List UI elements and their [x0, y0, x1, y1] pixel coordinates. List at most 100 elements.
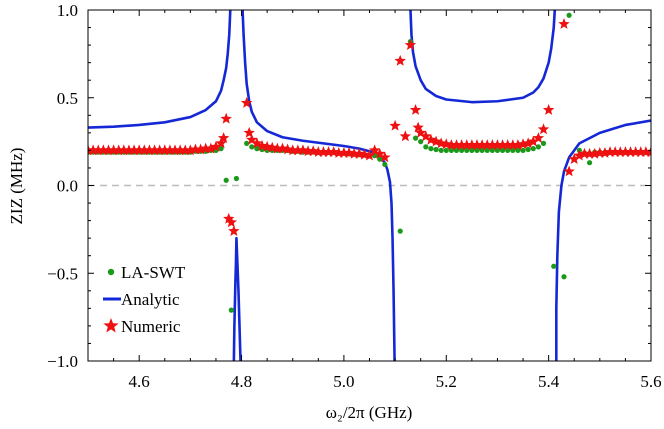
numeric-point [164, 144, 176, 156]
x-tick-label: 5.0 [333, 372, 354, 391]
y-tick-label: 1.0 [57, 1, 78, 20]
numeric-point [537, 123, 550, 135]
numeric-point [107, 144, 120, 156]
analytic-series [88, 10, 651, 361]
numeric-point [243, 126, 255, 138]
numeric-point [333, 147, 345, 158]
numeric-point [225, 216, 238, 228]
legend-numeric-label: Numeric [121, 317, 181, 336]
numeric-point [507, 139, 519, 150]
la-swt-point [494, 147, 501, 153]
y-tick-label: −1.0 [47, 352, 78, 371]
numeric-point [409, 104, 422, 115]
numeric-point [532, 132, 545, 143]
numeric-point [599, 147, 611, 158]
numeric-point [412, 121, 424, 133]
numeric-point [517, 138, 529, 150]
la-swt-point [551, 263, 557, 269]
la-swt-point [228, 307, 234, 313]
la-swt-point [525, 146, 531, 153]
numeric-point [194, 143, 207, 155]
numeric-point [425, 133, 437, 145]
la-swt-point [520, 147, 526, 153]
analytic-branch [409, 10, 557, 104]
numeric-point [159, 144, 171, 156]
la-swt-point [566, 12, 572, 18]
la-swt-point [428, 146, 434, 152]
numeric-point [179, 144, 191, 156]
numeric-point [466, 139, 478, 150]
numeric-point [184, 144, 197, 156]
numeric-point [588, 147, 601, 159]
numeric-point [217, 132, 230, 143]
numeric-point [169, 144, 181, 156]
numeric-point [486, 139, 499, 150]
numeric-point [604, 146, 616, 158]
numeric-point [542, 104, 555, 115]
la-swt-point [453, 147, 460, 153]
numeric-point [133, 144, 145, 156]
numeric-point [210, 140, 222, 152]
numeric-point [609, 146, 621, 158]
la-swt-point [515, 147, 521, 153]
numeric-point [394, 54, 406, 66]
numeric-point [148, 144, 161, 156]
la-swt-point [377, 156, 383, 162]
la-swt-point [412, 135, 419, 141]
numeric-point [200, 142, 212, 154]
numeric-point [583, 147, 596, 159]
legend-numeric-marker [103, 318, 119, 333]
legend-la-swt-marker [107, 268, 115, 276]
la-swt-point [479, 147, 485, 153]
y-tick-label: 0.5 [57, 89, 78, 108]
numeric-point [246, 133, 258, 145]
numeric-point [312, 146, 325, 158]
legend-analytic-label: Analytic [121, 290, 180, 309]
numeric-point [143, 144, 156, 156]
la-swt-point [233, 175, 240, 182]
y-tick-label: −0.5 [47, 264, 78, 283]
la-swt-point [505, 147, 511, 153]
numeric-point [594, 147, 606, 158]
numeric-point [118, 144, 130, 156]
la-swt-point [382, 161, 388, 168]
numeric-point [251, 137, 263, 149]
numeric-point [563, 165, 575, 177]
numeric-point [153, 144, 166, 156]
la-swt-point [489, 147, 495, 153]
numeric-point [450, 139, 463, 150]
numeric-point [368, 144, 381, 156]
la-swt-point [244, 140, 250, 146]
numeric-point [527, 135, 539, 147]
numeric-point [92, 144, 104, 156]
numeric-point [128, 144, 140, 156]
numeric-point [287, 144, 299, 156]
la-swt-point [469, 147, 475, 153]
numeric-point [292, 144, 304, 156]
la-swt-point [433, 146, 439, 153]
y-axis-title: ZIZ (MHz) [7, 148, 26, 225]
numeric-point [578, 147, 591, 159]
y-axis: −1.0 −0.5 0.0 0.5 1.0 [47, 1, 651, 371]
numeric-point [113, 144, 125, 156]
numeric-point [414, 126, 427, 138]
numeric-point [228, 225, 240, 236]
x-axis: 4.6 4.8 5.0 5.2 5.4 5.6 [87, 10, 662, 391]
numeric-point [455, 139, 468, 150]
numeric-point [481, 139, 493, 150]
la-swt-point [218, 146, 224, 152]
numeric-point [568, 153, 580, 165]
la-swt-point [254, 146, 260, 152]
legend-la-swt-label: LA-SWT [121, 263, 186, 282]
la-swt-point [510, 147, 516, 153]
la-swt-point [540, 140, 547, 146]
numeric-point [476, 139, 488, 150]
la-swt-point [438, 147, 444, 153]
analytic-branch [88, 10, 232, 129]
numeric-point [102, 144, 115, 156]
numeric-point [205, 142, 217, 154]
la-swt-point [459, 147, 465, 153]
analytic-branch [555, 119, 651, 361]
